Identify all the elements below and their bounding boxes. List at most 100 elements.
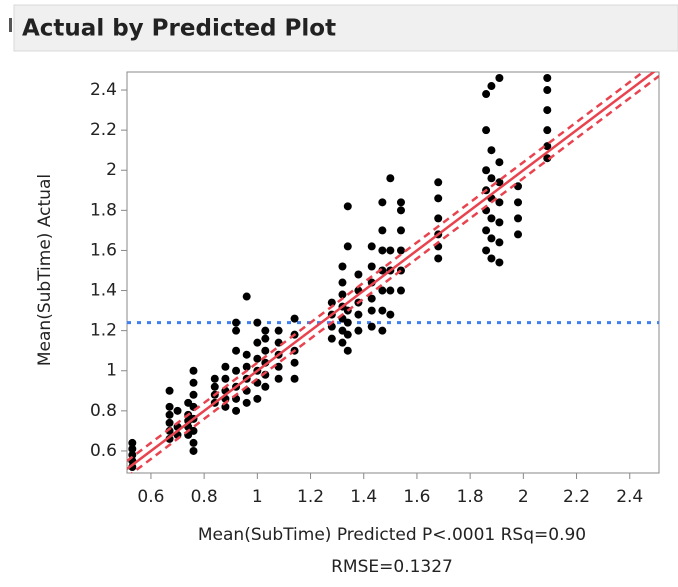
data-point <box>327 298 336 307</box>
data-point <box>338 262 347 271</box>
x-tick-label: 2.4 <box>616 487 643 507</box>
data-point <box>290 358 299 367</box>
data-point <box>487 254 496 263</box>
data-point <box>386 286 395 295</box>
data-point <box>487 174 496 183</box>
data-point <box>367 306 376 315</box>
data-point <box>495 158 504 167</box>
data-point <box>165 418 174 427</box>
data-point <box>210 382 219 391</box>
data-point <box>396 226 405 235</box>
data-point <box>165 386 174 395</box>
data-point <box>189 446 198 455</box>
data-point <box>482 90 491 99</box>
data-point <box>189 438 198 447</box>
y-tick-label: 0.8 <box>90 401 117 421</box>
data-point <box>274 374 283 383</box>
data-point <box>165 410 174 419</box>
data-point <box>396 246 405 255</box>
data-point <box>128 444 137 453</box>
data-point <box>378 198 387 207</box>
data-point <box>378 246 387 255</box>
data-point <box>354 326 363 335</box>
data-point <box>396 286 405 295</box>
data-point <box>495 218 504 227</box>
data-point <box>367 322 376 331</box>
disclosure-icon[interactable] <box>9 18 12 32</box>
data-point <box>514 230 523 239</box>
data-point <box>261 346 270 355</box>
data-point <box>232 346 241 355</box>
data-point <box>543 86 552 95</box>
data-point <box>495 178 504 187</box>
data-point <box>396 198 405 207</box>
data-point <box>354 310 363 319</box>
data-point <box>343 346 352 355</box>
data-point <box>253 318 262 327</box>
data-point <box>543 154 552 163</box>
chart-title: Actual by Predicted Plot <box>22 16 336 42</box>
data-point <box>543 106 552 115</box>
data-point <box>367 242 376 251</box>
data-point <box>338 278 347 287</box>
data-point <box>274 362 283 371</box>
data-point <box>232 326 241 335</box>
y-tick-label: 2.4 <box>90 80 117 100</box>
data-point <box>242 350 251 359</box>
data-point <box>232 318 241 327</box>
data-point <box>290 374 299 383</box>
data-point <box>242 362 251 371</box>
data-point <box>482 226 491 235</box>
data-point <box>386 174 395 183</box>
y-tick-label: 1.4 <box>90 281 117 301</box>
data-point <box>274 326 283 335</box>
data-point <box>495 74 504 83</box>
confidence-line <box>130 75 659 473</box>
data-point <box>210 374 219 383</box>
data-point <box>354 270 363 279</box>
x-tick-label: 1.2 <box>297 487 324 507</box>
data-point <box>261 334 270 343</box>
fit-line <box>127 72 656 470</box>
data-point <box>482 166 491 175</box>
data-point <box>495 238 504 247</box>
x-tick-label: 2 <box>518 487 529 507</box>
data-point <box>514 198 523 207</box>
plot-area <box>127 72 659 473</box>
data-point <box>495 258 504 267</box>
data-point <box>434 194 443 203</box>
data-point <box>221 374 230 383</box>
data-point <box>434 178 443 187</box>
data-point <box>338 338 347 347</box>
y-tick-label: 1.2 <box>90 321 117 341</box>
x-tick-label: 0.6 <box>137 487 164 507</box>
data-point <box>378 286 387 295</box>
data-point <box>543 142 552 151</box>
confidence-line <box>127 72 646 462</box>
data-point <box>378 226 387 235</box>
y-tick-label: 2 <box>106 160 117 180</box>
data-point <box>189 378 198 387</box>
y-tick-label: 1.6 <box>90 240 117 260</box>
data-point <box>242 398 251 407</box>
data-point <box>128 438 137 447</box>
data-point <box>378 306 387 315</box>
data-point <box>338 290 347 299</box>
data-point <box>543 74 552 83</box>
data-point <box>514 214 523 223</box>
data-point <box>242 292 251 301</box>
data-point <box>482 246 491 255</box>
data-point <box>253 354 262 363</box>
data-point <box>367 294 376 303</box>
data-point <box>487 82 496 91</box>
data-point <box>253 394 262 403</box>
x-tick-label: 1 <box>252 487 263 507</box>
data-point <box>543 126 552 135</box>
data-point <box>189 390 198 399</box>
data-point <box>434 214 443 223</box>
data-point <box>343 242 352 251</box>
data-point <box>173 406 182 415</box>
data-point <box>482 126 491 135</box>
data-point <box>378 326 387 335</box>
y-tick-label: 0.6 <box>90 441 117 461</box>
